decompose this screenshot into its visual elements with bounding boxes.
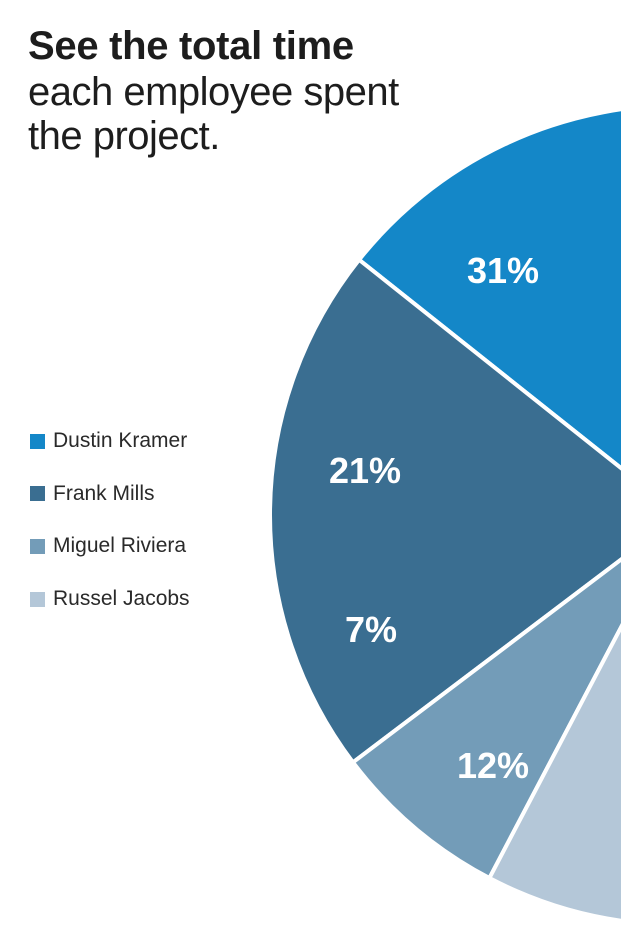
legend-item-miguel-riviera: Miguel Riviera	[30, 533, 190, 559]
pie-slice-miguel-riviera	[350, 557, 621, 881]
pie-slice-dustin-kramer	[357, 107, 621, 471]
chart-heading: See the total time each employee spent t…	[28, 22, 468, 158]
chart-subtitle: each employee spent the project.	[28, 70, 399, 158]
pie-slices	[268, 107, 621, 923]
legend-item-frank-mills: Frank Mills	[30, 481, 190, 507]
pie-labels: 31% 21% 7% 12%	[329, 250, 539, 786]
legend-swatch	[30, 486, 45, 502]
chart-title: See the total time	[28, 24, 354, 68]
legend-item-dustin-kramer: Dustin Kramer	[30, 428, 190, 454]
legend-swatch	[30, 538, 45, 554]
pie-slice-frank-mills	[268, 257, 621, 765]
legend-label: Russel Jacobs	[53, 587, 190, 611]
legend-swatch	[30, 433, 45, 449]
legend-item-russel-jacobs: Russel Jacobs	[30, 586, 190, 612]
slice-label-russel-jacobs: 12%	[457, 745, 529, 786]
pie-slice-russel-jacobs	[487, 623, 621, 923]
chart-legend: Dustin Kramer Frank Mills Miguel Riviera…	[30, 428, 190, 639]
slice-label-miguel-riviera: 7%	[345, 609, 397, 650]
slice-label-dustin-kramer: 31%	[467, 250, 539, 291]
legend-swatch	[30, 591, 45, 607]
slice-label-frank-mills: 21%	[329, 450, 401, 491]
legend-label: Frank Mills	[53, 481, 155, 505]
legend-label: Dustin Kramer	[53, 429, 188, 452]
legend-label: Miguel Riviera	[53, 534, 187, 558]
